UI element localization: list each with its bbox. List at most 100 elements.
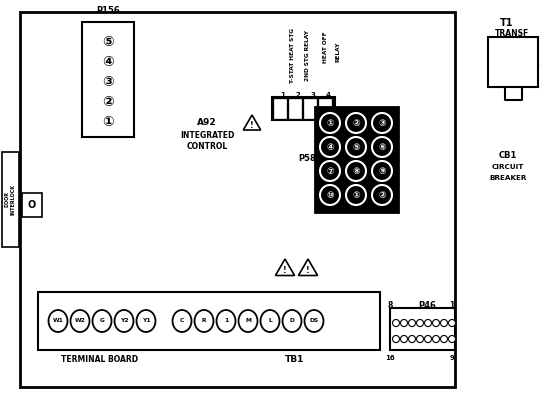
Text: W2: W2: [75, 318, 85, 324]
Text: 2ND STG RELAY: 2ND STG RELAY: [305, 30, 310, 81]
Bar: [22, 193, 42, 217]
Bar: [289, 99, 301, 118]
Circle shape: [372, 185, 392, 205]
Bar: [38, 292, 380, 350]
Circle shape: [417, 335, 423, 342]
Text: T1: T1: [500, 18, 514, 28]
Text: !: !: [306, 266, 310, 275]
Text: R: R: [202, 318, 206, 324]
Ellipse shape: [172, 310, 192, 332]
Polygon shape: [243, 115, 261, 130]
Ellipse shape: [239, 310, 258, 332]
Text: P156: P156: [96, 6, 120, 15]
Text: DS: DS: [310, 318, 319, 324]
Text: HEAT OFF: HEAT OFF: [322, 31, 327, 63]
Circle shape: [346, 161, 366, 181]
Text: C: C: [180, 318, 184, 324]
Bar: [2, 152, 19, 247]
Circle shape: [440, 320, 448, 327]
Text: ④: ④: [326, 143, 334, 152]
Text: TB1: TB1: [285, 356, 305, 365]
Text: M: M: [245, 318, 251, 324]
Bar: [304, 99, 316, 118]
Ellipse shape: [305, 310, 324, 332]
Ellipse shape: [217, 310, 235, 332]
Bar: [272, 97, 335, 120]
Circle shape: [320, 137, 340, 157]
Polygon shape: [275, 259, 295, 275]
Text: 1: 1: [224, 318, 228, 324]
Circle shape: [440, 335, 448, 342]
Text: 1: 1: [449, 301, 455, 310]
Text: CONTROL: CONTROL: [186, 141, 228, 150]
Circle shape: [346, 137, 366, 157]
Text: ⑤: ⑤: [102, 35, 114, 49]
Circle shape: [417, 320, 423, 327]
Ellipse shape: [49, 310, 68, 332]
Text: O: O: [28, 200, 36, 210]
Circle shape: [392, 335, 399, 342]
Text: P46: P46: [418, 301, 436, 310]
Text: ⑥: ⑥: [378, 143, 386, 152]
Text: INTEGRATED: INTEGRATED: [180, 130, 234, 139]
Text: CB1: CB1: [499, 150, 517, 160]
Circle shape: [424, 335, 432, 342]
Text: A92: A92: [197, 117, 217, 126]
Text: W1: W1: [53, 318, 64, 324]
Circle shape: [346, 113, 366, 133]
Circle shape: [424, 320, 432, 327]
Text: 8: 8: [387, 301, 393, 310]
Text: ②: ②: [378, 190, 386, 199]
Text: D: D: [290, 318, 294, 324]
Text: RELAY: RELAY: [336, 42, 341, 62]
Polygon shape: [299, 259, 317, 275]
Text: TRANSF: TRANSF: [495, 28, 529, 38]
Bar: [82, 22, 134, 137]
Text: ①: ①: [352, 190, 360, 199]
Text: 1: 1: [280, 92, 285, 98]
Text: !: !: [283, 266, 287, 275]
Text: 4: 4: [326, 92, 331, 98]
Text: Y1: Y1: [142, 318, 150, 324]
Bar: [315, 107, 398, 212]
Text: ⑦: ⑦: [326, 167, 334, 175]
Circle shape: [392, 320, 399, 327]
Circle shape: [320, 161, 340, 181]
Text: G: G: [100, 318, 105, 324]
Circle shape: [433, 335, 439, 342]
Ellipse shape: [115, 310, 134, 332]
Bar: [20, 12, 455, 387]
Text: BREAKER: BREAKER: [489, 175, 527, 181]
Circle shape: [449, 320, 455, 327]
Text: ②: ②: [102, 95, 114, 109]
Circle shape: [320, 185, 340, 205]
Text: ④: ④: [102, 55, 114, 69]
Ellipse shape: [283, 310, 301, 332]
Circle shape: [372, 137, 392, 157]
Circle shape: [408, 320, 416, 327]
Ellipse shape: [93, 310, 111, 332]
Text: ①: ①: [326, 118, 334, 128]
Text: 3: 3: [311, 92, 315, 98]
Circle shape: [346, 185, 366, 205]
Circle shape: [401, 320, 408, 327]
Circle shape: [320, 113, 340, 133]
Ellipse shape: [260, 310, 280, 332]
Ellipse shape: [136, 310, 156, 332]
Text: 9: 9: [449, 355, 454, 361]
Circle shape: [408, 335, 416, 342]
Text: 16: 16: [385, 355, 395, 361]
Text: ③: ③: [102, 75, 114, 89]
Text: ⑨: ⑨: [378, 167, 386, 175]
Circle shape: [433, 320, 439, 327]
Text: 2: 2: [296, 92, 300, 98]
Text: P58: P58: [298, 154, 316, 162]
Text: ⑩: ⑩: [326, 190, 334, 199]
Bar: [390, 308, 455, 350]
Text: CIRCUIT: CIRCUIT: [492, 164, 524, 170]
Text: L: L: [268, 318, 272, 324]
Text: ③: ③: [378, 118, 386, 128]
Bar: [319, 99, 331, 118]
Text: T-STAT HEAT STG: T-STAT HEAT STG: [290, 28, 295, 83]
Text: TERMINAL BOARD: TERMINAL BOARD: [61, 356, 138, 365]
